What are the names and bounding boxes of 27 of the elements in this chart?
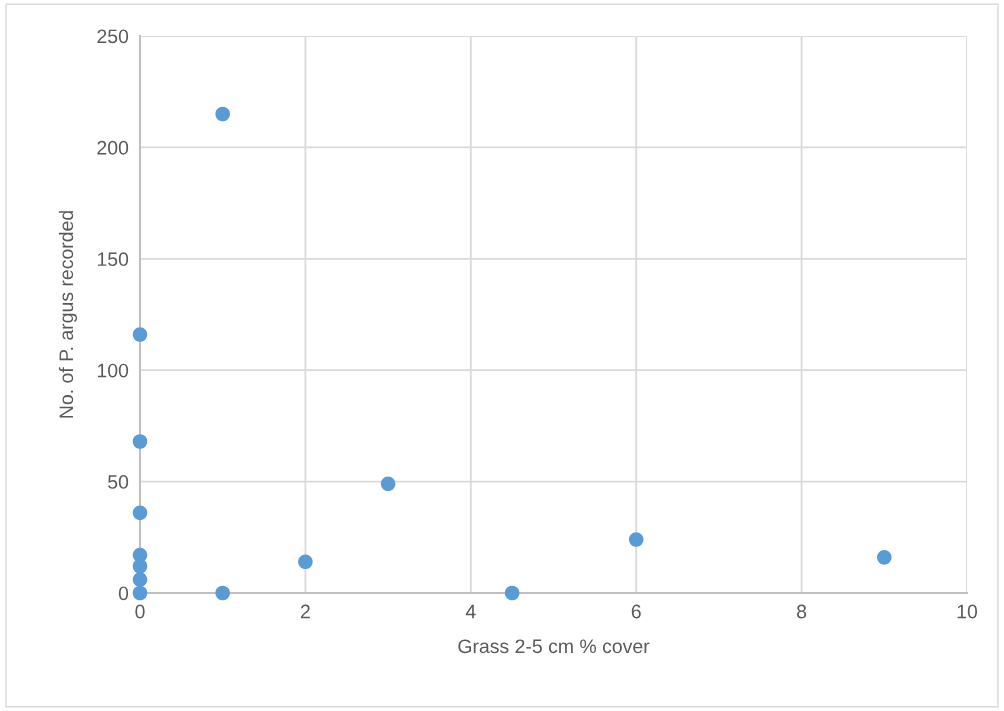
x-axis-title: Grass 2-5 cm % cover — [458, 639, 650, 654]
x-tick-label: 10 — [957, 604, 978, 619]
y-tick-label: 50 — [108, 475, 129, 489]
point — [628, 532, 644, 547]
point — [132, 572, 148, 587]
x-tick-label: 8 — [797, 604, 807, 619]
y-tick-label: 100 — [97, 363, 129, 378]
point — [504, 585, 520, 601]
point — [132, 585, 148, 601]
point — [132, 327, 148, 342]
point — [380, 476, 396, 492]
point — [215, 585, 230, 601]
y-tick-label: 150 — [97, 252, 129, 267]
y-axis-title: No. of P. argus recorded — [58, 211, 78, 418]
point — [215, 106, 230, 122]
x-tick-label: 2 — [300, 604, 310, 619]
y-tick-label: 0 — [118, 586, 129, 601]
point — [132, 434, 148, 449]
point — [298, 554, 313, 570]
y-tick-label: 250 — [97, 29, 129, 44]
point — [877, 550, 892, 565]
point — [132, 505, 148, 521]
x-tick-label: 0 — [135, 604, 145, 619]
y-tick-label: 200 — [97, 140, 129, 155]
x-tick-label: 4 — [465, 604, 476, 619]
point — [132, 558, 148, 574]
x-tick-label: 6 — [631, 604, 641, 619]
